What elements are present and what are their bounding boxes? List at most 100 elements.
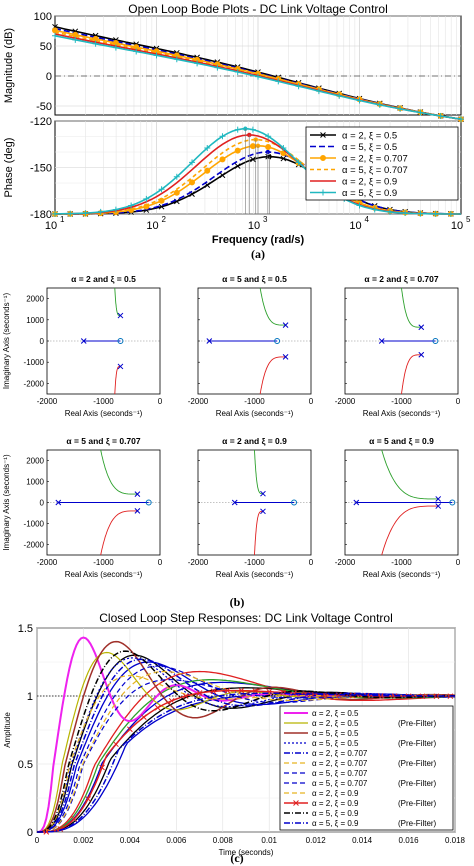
step-series-line — [37, 674, 455, 833]
step-series-marker — [210, 688, 217, 695]
step-legend-entry-extra: (Pre-Filter) — [398, 719, 437, 728]
root-locus-complex-pole-marker — [134, 491, 141, 497]
step-series-marker — [99, 764, 105, 771]
root-locus-lower-branch — [254, 510, 264, 556]
bode-x-axis-label: Frequency (rad/s) — [212, 234, 305, 246]
phase-series-marker — [432, 210, 439, 217]
step-caption: (c) — [230, 851, 243, 865]
root-locus-y-tick-label: 2000 — [26, 457, 44, 466]
phase-series-marker — [402, 210, 409, 217]
step-legend-entry: α = 2, ξ = 0.9 — [312, 799, 359, 808]
step-title: Closed Loop Step Responses: DC Link Volt… — [99, 611, 393, 625]
step-x-tick-label: 0.006 — [166, 836, 187, 845]
magnitude-series-marker — [376, 101, 383, 108]
magnitude-series-marker — [234, 68, 241, 75]
step-legend-entry: α = 5, ξ = 0.9 — [312, 809, 359, 818]
step-series-line — [37, 650, 456, 833]
root-locus-x-tick-label: -2000 — [335, 558, 356, 567]
root-locus-zero-marker — [117, 338, 124, 344]
bode-plot: Open Loop Bode Plots - DC Link Voltage C… — [3, 2, 471, 261]
root-locus-x-tick-label: -2000 — [188, 558, 209, 567]
magnitude-series-marker — [437, 113, 444, 120]
step-series-marker — [154, 704, 161, 711]
step-y-axis-label: Amplitude — [3, 712, 12, 748]
phase-series-marker — [219, 133, 226, 140]
root-locus-title: α = 2 and ξ = 0.5 — [71, 274, 136, 284]
root-locus-subplot: α = 5 and ξ = 0.5 -2000 -1000 0 Real Axis (s… — [188, 274, 314, 418]
phase-y-tick-label: -180 — [30, 209, 52, 221]
step-series-line — [37, 692, 455, 833]
bode-legend-entry: α = 5, ξ = 0.9 — [342, 188, 397, 199]
root-locus-complex-pole-marker — [418, 324, 425, 331]
step-x-axis-label: Time (seconds) — [219, 848, 274, 857]
root-locus-x-tick-label: -1000 — [93, 397, 114, 406]
root-locus-upper-branch — [100, 449, 138, 495]
root-locus-x-tick-label: -2000 — [335, 397, 356, 406]
root-locus-subplot: α = 2 and ξ = 0.707 -2000 -1000 0 Real Axis … — [335, 274, 461, 418]
root-locus-y-tick-label: 0 — [40, 337, 45, 346]
root-locus-y-tick-label: 1000 — [26, 478, 44, 487]
magnitude-y-axis-label: Magnitude (dB) — [3, 28, 15, 103]
bode-legend-entry: α = 2, ξ = 0.707 — [342, 154, 408, 165]
root-locus-y-tick-label: -1000 — [24, 358, 45, 367]
phase-series-marker — [173, 173, 180, 180]
root-locus-pole-marker — [80, 338, 87, 344]
root-locus-x-axis-label: Real Axis (seconds⁻¹) — [363, 409, 441, 418]
root-locus-complex-pole-marker — [418, 351, 425, 358]
root-locus-x-axis-label: Real Axis (seconds⁻¹) — [65, 409, 143, 418]
step-response-plot: Closed Loop Step Responses: DC Link Volt… — [3, 611, 466, 865]
phase-series-marker — [173, 189, 180, 196]
root-locus-pole-marker — [353, 499, 360, 506]
phase-series-marker — [112, 206, 119, 213]
step-x-tick-label: 0.016 — [399, 836, 420, 845]
magnitude-series-marker — [112, 44, 119, 51]
bode-legend-entry: α = 2, ξ = 0.5 — [342, 131, 397, 142]
bode-legend-entry: α = 5, ξ = 0.707 — [342, 165, 408, 176]
magnitude-series-marker — [92, 40, 99, 47]
root-locus-x-tick-label: 0 — [456, 558, 461, 567]
phase-series-marker — [219, 172, 226, 179]
root-locus-subplot: α = 5 and ξ = 0.9 -2000 -1000 0 Real Axis (s… — [335, 436, 461, 579]
step-series-marker — [71, 816, 78, 822]
step-legend-entry: α = 2, ξ = 0.707 — [312, 759, 368, 768]
step-legend-entry: α = 5, ξ = 0.707 — [312, 769, 368, 778]
root-locus-zero-marker — [291, 499, 298, 506]
root-locus-y-axis-label: Imaginary Axis (seconds⁻¹) — [2, 454, 11, 551]
bode-caption: (a) — [251, 247, 265, 261]
root-locus-y-tick-label: -2000 — [24, 541, 45, 550]
phase-series-marker — [265, 133, 272, 140]
bode-x-tick-base: 10 — [248, 220, 260, 232]
phase-series-marker — [249, 126, 256, 133]
step-x-tick-label: 0.008 — [213, 836, 234, 845]
bode-x-tick-exponent: 3 — [263, 215, 268, 224]
root-locus-upper-branch — [254, 449, 264, 495]
magnitude-series-marker — [397, 105, 404, 112]
step-series-marker — [113, 741, 119, 748]
step-legend-entry-extra: (Pre-Filter) — [398, 759, 437, 768]
phase-series-marker — [386, 208, 393, 215]
step-legend-box — [279, 705, 454, 831]
magnitude-series-marker — [417, 109, 424, 116]
bode-x-tick-base: 10 — [146, 220, 158, 232]
root-locus-y-tick-label: 1000 — [26, 316, 44, 325]
magnitude-series-marker — [153, 52, 160, 59]
root-locus-zero-marker — [432, 338, 439, 344]
root-locus-x-tick-label: -1000 — [244, 558, 265, 567]
phase-series-marker — [204, 167, 211, 174]
root-locus-x-tick-label: 0 — [309, 558, 314, 567]
magnitude-series-marker — [173, 56, 180, 63]
bode-x-tick-exponent: 4 — [365, 215, 370, 224]
phase-series-marker — [295, 159, 302, 166]
root-locus-upper-branch — [259, 287, 286, 326]
phase-series-marker — [447, 210, 454, 217]
root-locus-complex-pole-marker — [117, 312, 124, 319]
root-locus-subplot: α = 5 and ξ = 0.707 2000 1000 0 -1000 -2000 -2… — [2, 436, 163, 579]
magnitude-y-tick-label: -50 — [36, 101, 52, 113]
root-locus-x-tick-label: -1000 — [391, 558, 412, 567]
step-legend-entry: α = 5, ξ = 0.9 — [312, 819, 359, 828]
phase-series-marker — [128, 202, 135, 209]
phase-series-marker — [219, 156, 226, 163]
root-locus-pole-marker — [206, 338, 213, 344]
